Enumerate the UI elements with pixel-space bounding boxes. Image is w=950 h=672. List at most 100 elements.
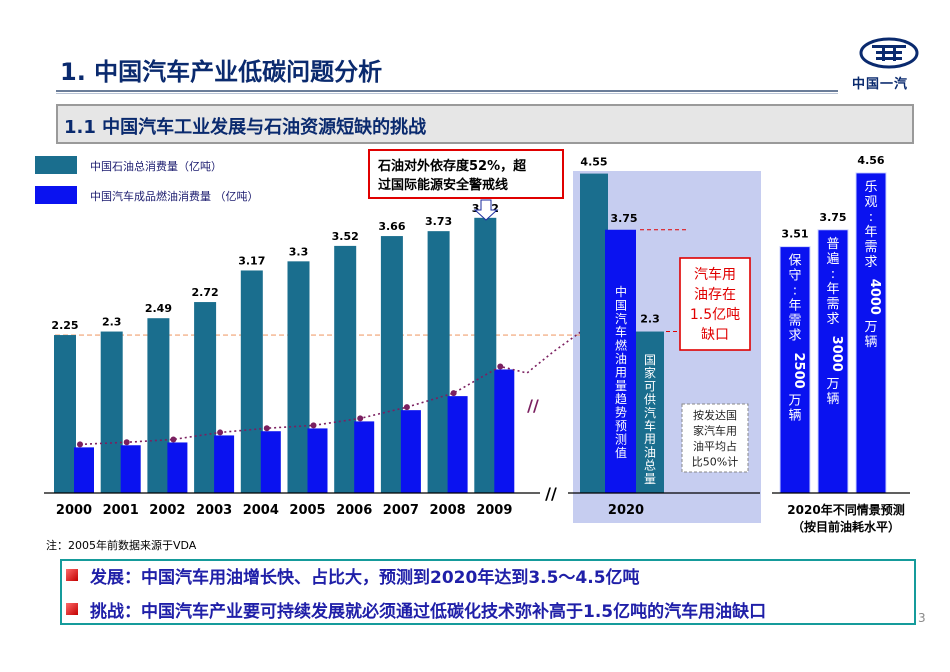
x-tick-label: 2009 xyxy=(476,503,512,518)
bar-vehicle-fuel xyxy=(214,435,235,493)
svg-text:油: 油 xyxy=(644,445,656,459)
svg-text:保: 保 xyxy=(788,254,801,269)
developed-note-box xyxy=(681,403,749,473)
title-divider xyxy=(56,90,838,92)
bar-oil-total xyxy=(474,217,497,494)
bar-oil-total xyxy=(147,318,170,493)
title-divider-light xyxy=(56,93,838,94)
svg-text:用: 用 xyxy=(615,365,627,379)
trend-marker xyxy=(357,415,364,422)
bar-2020-available xyxy=(636,331,664,493)
svg-text:年: 年 xyxy=(826,282,839,297)
subtitle-box xyxy=(56,104,914,144)
svg-text:预: 预 xyxy=(615,419,627,433)
svg-text:遍: 遍 xyxy=(826,251,839,267)
legend-swatch-oil-total xyxy=(35,156,77,174)
bar-scenario-2020 xyxy=(779,246,811,494)
svg-text:国: 国 xyxy=(644,353,656,367)
bar-vehicle-fuel xyxy=(494,369,515,493)
x-tick-label: 2000 xyxy=(56,503,92,518)
svg-text:可: 可 xyxy=(644,379,656,393)
page-number: 3 xyxy=(918,611,926,625)
developed-note-text: 按发达国 xyxy=(693,408,737,422)
svg-text:值: 值 xyxy=(615,445,627,460)
svg-text:总: 总 xyxy=(644,459,656,473)
x-tick-label: 2004 xyxy=(243,503,279,518)
svg-text:供: 供 xyxy=(644,393,656,407)
trend-marker xyxy=(450,390,457,397)
developed-note-text: 比50%计 xyxy=(692,456,738,469)
data-label-scenario: 3.51 xyxy=(781,228,808,241)
data-label-scenario: 4.56 xyxy=(857,154,884,167)
bar-vehicle-fuel xyxy=(74,447,94,493)
svg-text:趋: 趋 xyxy=(615,392,627,406)
svg-text:普: 普 xyxy=(826,237,839,252)
label-scenario-vertical: 保守:年需求 2500 万辆 xyxy=(788,254,806,424)
page-title: 1. 中国汽车产业低碳问题分析 xyxy=(60,58,383,86)
trend-break-mark: // xyxy=(527,396,539,415)
data-label-2020-oil-total: 4.55 xyxy=(580,156,607,169)
data-label-oil-total: 2.49 xyxy=(145,302,172,315)
data-label-oil-total: 2.72 xyxy=(192,286,219,299)
svg-text:中: 中 xyxy=(615,284,627,299)
svg-text:求: 求 xyxy=(788,329,801,344)
conclusion-development: 发展：中国汽车用油增长快、占比大，预测到2020年达到3.5～4.5亿吨 xyxy=(66,563,640,588)
bar-2020-vehicle-fuel-trend xyxy=(605,229,636,493)
svg-text:车: 车 xyxy=(644,418,656,433)
bar-oil-total xyxy=(100,331,123,493)
bar-oil-total xyxy=(240,270,263,493)
gap-callout-text: 汽车用 xyxy=(694,266,736,283)
label-scenario-vertical: 乐观:年需求 4000 万辆 xyxy=(864,180,882,350)
svg-text:家: 家 xyxy=(644,365,656,380)
svg-text:万: 万 xyxy=(826,377,839,392)
trend-marker xyxy=(170,436,177,443)
arrow-down-icon xyxy=(473,199,499,221)
chart-legend: 中国石油总消费量（亿吨） 中国汽车成品燃油消费量 （亿吨） xyxy=(35,156,259,204)
svg-text:4000: 4000 xyxy=(867,279,882,315)
svg-text:量: 量 xyxy=(615,379,627,393)
svg-text:观: 观 xyxy=(864,195,877,210)
bar-oil-total xyxy=(380,236,403,493)
data-label-scenario: 3.75 xyxy=(819,211,846,224)
svg-text::: : xyxy=(869,210,873,225)
svg-text:年: 年 xyxy=(864,225,877,240)
trend-marker xyxy=(77,441,83,448)
bar-vehicle-fuel xyxy=(167,442,188,493)
svg-text:辆: 辆 xyxy=(864,335,877,350)
svg-text:万: 万 xyxy=(864,320,877,335)
axis-break-mark: // xyxy=(545,484,557,503)
svg-text:2500: 2500 xyxy=(791,353,806,389)
svg-text:汽: 汽 xyxy=(615,311,627,326)
svg-text:守: 守 xyxy=(788,269,801,284)
x-tick-label: 2006 xyxy=(336,503,372,518)
bar-vehicle-fuel xyxy=(307,428,328,493)
svg-text:油: 油 xyxy=(615,352,627,366)
data-label-oil-total: 2.3 xyxy=(102,316,122,329)
svg-text:万: 万 xyxy=(788,394,801,409)
svg-text:乐: 乐 xyxy=(864,180,877,195)
svg-text:势: 势 xyxy=(615,406,627,420)
trend-marker xyxy=(263,425,270,432)
svg-text:燃: 燃 xyxy=(615,338,627,353)
svg-text:用: 用 xyxy=(644,432,656,446)
x-tick-label: 2008 xyxy=(430,503,466,518)
bar-vehicle-fuel xyxy=(354,421,375,493)
bar-vehicle-fuel xyxy=(400,410,421,493)
data-label-oil-total: 3.66 xyxy=(378,220,405,233)
data-label-oil-total: 3.3 xyxy=(289,245,309,258)
bar-oil-total xyxy=(287,261,310,493)
gap-callout-box xyxy=(679,257,751,351)
gap-callout-text: 1.5亿吨 xyxy=(690,307,740,323)
bar-oil-total xyxy=(194,302,217,493)
x-tick-label: 2003 xyxy=(196,503,232,518)
trend-marker xyxy=(123,439,130,446)
x-tick-label: 2007 xyxy=(383,503,419,518)
gap-callout-text: 油存在 xyxy=(694,287,736,303)
scenario-caption: （按目前油耗水平） xyxy=(792,519,900,534)
bar-vehicle-fuel xyxy=(447,396,468,493)
developed-note-text: 油平均占 xyxy=(693,439,737,453)
legend-label-oil-total: 中国石油总消费量（亿吨） xyxy=(90,159,222,173)
trend-marker xyxy=(403,404,410,411)
footnote: 注：2005年前数据来源于VDA xyxy=(46,539,197,552)
